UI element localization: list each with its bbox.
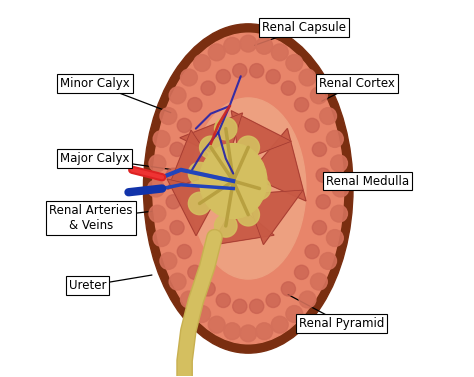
Ellipse shape <box>208 316 225 333</box>
Text: Major Calyx: Major Calyx <box>60 152 129 165</box>
Ellipse shape <box>216 293 230 308</box>
Ellipse shape <box>144 24 353 353</box>
Ellipse shape <box>188 162 211 185</box>
Polygon shape <box>211 203 274 245</box>
Ellipse shape <box>319 107 337 124</box>
Ellipse shape <box>332 180 349 197</box>
Ellipse shape <box>208 44 225 61</box>
Ellipse shape <box>286 55 303 71</box>
Ellipse shape <box>294 98 309 112</box>
Text: Minor Calyx: Minor Calyx <box>60 77 130 90</box>
Ellipse shape <box>256 37 273 54</box>
Ellipse shape <box>215 117 237 140</box>
Ellipse shape <box>177 118 191 133</box>
Ellipse shape <box>233 299 247 313</box>
Ellipse shape <box>166 195 181 209</box>
Ellipse shape <box>224 323 241 340</box>
Text: Renal Pyramid: Renal Pyramid <box>299 317 384 330</box>
Ellipse shape <box>166 168 181 182</box>
Ellipse shape <box>153 230 170 247</box>
Ellipse shape <box>201 81 215 95</box>
Ellipse shape <box>266 69 280 84</box>
Ellipse shape <box>200 144 267 218</box>
Text: Renal Arteries
& Veins: Renal Arteries & Veins <box>49 204 133 233</box>
Ellipse shape <box>237 136 259 159</box>
Ellipse shape <box>312 142 327 156</box>
Ellipse shape <box>316 168 330 182</box>
Ellipse shape <box>191 98 306 279</box>
Ellipse shape <box>177 244 191 259</box>
Ellipse shape <box>299 69 316 86</box>
Ellipse shape <box>181 291 197 308</box>
Ellipse shape <box>327 130 343 147</box>
Ellipse shape <box>160 253 177 270</box>
Ellipse shape <box>316 195 330 209</box>
Ellipse shape <box>305 244 319 259</box>
Ellipse shape <box>153 33 344 344</box>
Ellipse shape <box>250 64 264 78</box>
Ellipse shape <box>215 215 237 237</box>
Ellipse shape <box>224 37 241 54</box>
Ellipse shape <box>170 221 184 235</box>
Ellipse shape <box>149 205 166 222</box>
Ellipse shape <box>330 205 347 222</box>
Ellipse shape <box>169 273 186 290</box>
Ellipse shape <box>170 142 184 156</box>
Text: Renal Cortex: Renal Cortex <box>319 77 395 90</box>
Ellipse shape <box>266 293 280 308</box>
Ellipse shape <box>181 69 197 86</box>
Polygon shape <box>180 113 243 160</box>
Ellipse shape <box>310 87 327 104</box>
Ellipse shape <box>194 55 210 71</box>
Ellipse shape <box>194 306 210 322</box>
Ellipse shape <box>160 107 177 124</box>
Ellipse shape <box>240 325 256 342</box>
Ellipse shape <box>327 230 343 247</box>
Ellipse shape <box>256 323 273 340</box>
Ellipse shape <box>153 130 170 147</box>
Polygon shape <box>231 111 292 161</box>
Ellipse shape <box>250 299 264 313</box>
Ellipse shape <box>201 282 215 296</box>
Ellipse shape <box>240 35 256 52</box>
Ellipse shape <box>188 265 202 279</box>
Ellipse shape <box>294 265 309 279</box>
Ellipse shape <box>281 81 295 95</box>
Text: Ureter: Ureter <box>69 279 106 292</box>
Polygon shape <box>167 179 220 236</box>
Ellipse shape <box>147 180 164 197</box>
Polygon shape <box>168 130 219 189</box>
Ellipse shape <box>310 273 327 290</box>
Text: Renal Medulla: Renal Medulla <box>327 175 410 187</box>
Ellipse shape <box>286 306 303 322</box>
Ellipse shape <box>149 155 166 172</box>
Ellipse shape <box>216 69 230 84</box>
Ellipse shape <box>319 253 337 270</box>
Ellipse shape <box>271 316 288 333</box>
Ellipse shape <box>305 118 319 133</box>
Ellipse shape <box>299 291 316 308</box>
Ellipse shape <box>237 204 259 226</box>
Ellipse shape <box>200 136 222 159</box>
Polygon shape <box>246 190 303 245</box>
Ellipse shape <box>271 44 288 61</box>
Ellipse shape <box>281 282 295 296</box>
Ellipse shape <box>330 155 347 172</box>
Ellipse shape <box>188 98 202 112</box>
Ellipse shape <box>312 221 327 235</box>
Text: Renal Capsule: Renal Capsule <box>263 21 346 34</box>
Ellipse shape <box>188 192 211 215</box>
Ellipse shape <box>233 64 247 78</box>
Polygon shape <box>248 129 306 201</box>
Ellipse shape <box>169 87 186 104</box>
Ellipse shape <box>248 177 271 200</box>
